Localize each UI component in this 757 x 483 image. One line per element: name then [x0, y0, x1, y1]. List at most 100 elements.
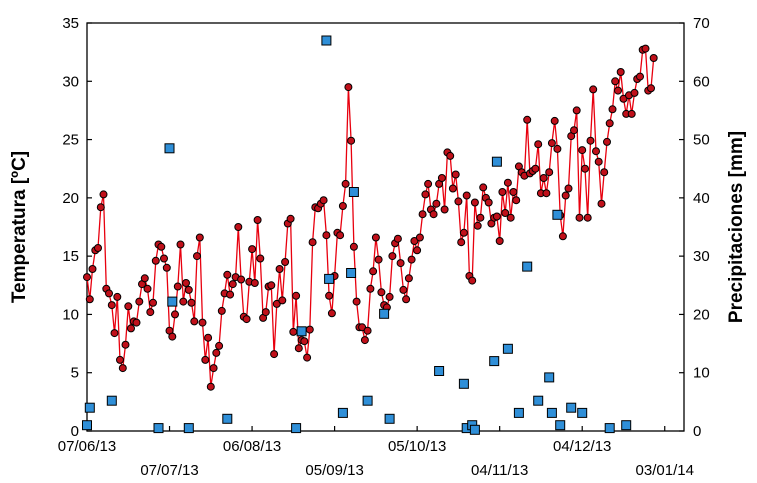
- temperature-point: [234, 223, 243, 231]
- temperature-point: [215, 341, 224, 350]
- precipitation-point: [379, 308, 390, 319]
- temperature-point: [575, 213, 584, 222]
- temperature-point: [429, 210, 438, 219]
- precipitation-point: [106, 395, 117, 406]
- temperature-point: [561, 191, 570, 200]
- temperature-point: [256, 254, 265, 263]
- temperature-point: [83, 273, 91, 282]
- temperature-point: [592, 147, 600, 156]
- temperature-point: [132, 318, 141, 327]
- y2-tick-label: 60: [693, 73, 710, 90]
- temperature-point: [110, 329, 119, 338]
- temperature-point: [85, 295, 94, 304]
- precipitation-point: [84, 402, 95, 413]
- temperature-point: [457, 238, 466, 247]
- temperature-point: [171, 310, 179, 319]
- precipitation-point: [458, 378, 469, 389]
- temperature-point: [404, 274, 413, 283]
- temperature-point: [424, 179, 433, 188]
- y-tick-label: 20: [62, 190, 79, 207]
- y-tick-label: 5: [71, 365, 79, 382]
- temperature-point: [88, 265, 97, 273]
- precipitation-point: [167, 296, 178, 307]
- temperature-point: [611, 77, 620, 86]
- temperature-point: [275, 265, 284, 273]
- temperature-point: [630, 88, 639, 97]
- temperature-point: [402, 295, 411, 304]
- temperature-point: [303, 353, 312, 362]
- precipitation-point: [522, 261, 533, 272]
- x-tick-label: 04/11/13: [471, 462, 528, 479]
- temperature-point: [272, 299, 281, 308]
- x-tick-label: 07/07/13: [140, 462, 198, 479]
- temperature-point: [619, 94, 628, 103]
- precipitation-point: [502, 343, 513, 354]
- y-tick-label: 25: [62, 132, 79, 149]
- temperature-point: [143, 284, 152, 293]
- temperature-point: [341, 179, 350, 188]
- temperature-point: [278, 296, 287, 305]
- temperature-point: [479, 183, 488, 192]
- temperature-point: [647, 84, 655, 93]
- temperature-point: [495, 237, 504, 245]
- temperature-point: [107, 301, 116, 310]
- temperature-point: [253, 216, 262, 224]
- precipitation-point: [337, 407, 348, 418]
- x-tick-label: 04/12/13: [553, 438, 611, 455]
- precipitation-point: [489, 356, 500, 367]
- temperature-point: [572, 106, 581, 115]
- temperature-point: [385, 292, 394, 301]
- temperature-point: [448, 184, 457, 193]
- precipitation-point: [346, 268, 357, 278]
- temperature-point: [363, 326, 372, 335]
- temperature-point: [498, 188, 507, 196]
- temperature-point: [545, 168, 554, 177]
- temperature-point: [237, 275, 246, 284]
- temperature-point: [470, 198, 479, 207]
- precipitation-point: [296, 326, 307, 337]
- temperature-series: [83, 44, 658, 391]
- temperature-point: [542, 189, 551, 198]
- precipitation-point: [544, 372, 555, 383]
- y2-axis-title: Precipitaciones [mm]: [726, 131, 747, 323]
- temperature-point: [217, 306, 226, 315]
- y2-tick-label: 20: [693, 306, 710, 323]
- temperature-point: [300, 337, 309, 346]
- temperature-point: [226, 290, 235, 299]
- temperature-point: [322, 231, 331, 240]
- temperature-point: [162, 263, 171, 272]
- precipitation-point: [555, 420, 566, 431]
- temperature-point: [168, 332, 177, 341]
- temperature-point: [281, 258, 290, 266]
- temperature-point: [121, 340, 130, 349]
- temperature-point: [415, 233, 424, 242]
- temperature-point: [201, 355, 210, 364]
- temperature-point: [305, 325, 314, 334]
- precipitation-point: [552, 209, 563, 220]
- temperature-point: [413, 246, 422, 255]
- temperature-point: [146, 308, 155, 317]
- temperature-point: [105, 289, 113, 298]
- temperature-point: [308, 238, 317, 247]
- temperature-point: [454, 197, 463, 206]
- precipitation-point: [183, 423, 194, 434]
- temperature-point: [187, 298, 196, 307]
- temperature-point: [319, 196, 328, 205]
- temperature-point: [583, 213, 592, 222]
- temperature-point: [179, 297, 188, 306]
- temperature-point: [118, 364, 127, 373]
- temperature-point: [468, 276, 477, 285]
- temperature-point: [286, 214, 295, 223]
- x-tick-label: 03/01/14: [636, 462, 694, 479]
- precipitation-point: [348, 187, 359, 197]
- x-tick-label: 06/08/13: [223, 438, 281, 455]
- temperature-point: [182, 279, 190, 287]
- y-axis-title: Temperatura [ºC]: [9, 151, 30, 303]
- precipitation-point: [291, 423, 302, 434]
- y2-tick-label: 10: [693, 365, 710, 382]
- y-tick-label: 15: [62, 248, 79, 265]
- temperature-point: [473, 221, 482, 230]
- temperature-point: [96, 203, 105, 212]
- temperature-point: [127, 324, 135, 333]
